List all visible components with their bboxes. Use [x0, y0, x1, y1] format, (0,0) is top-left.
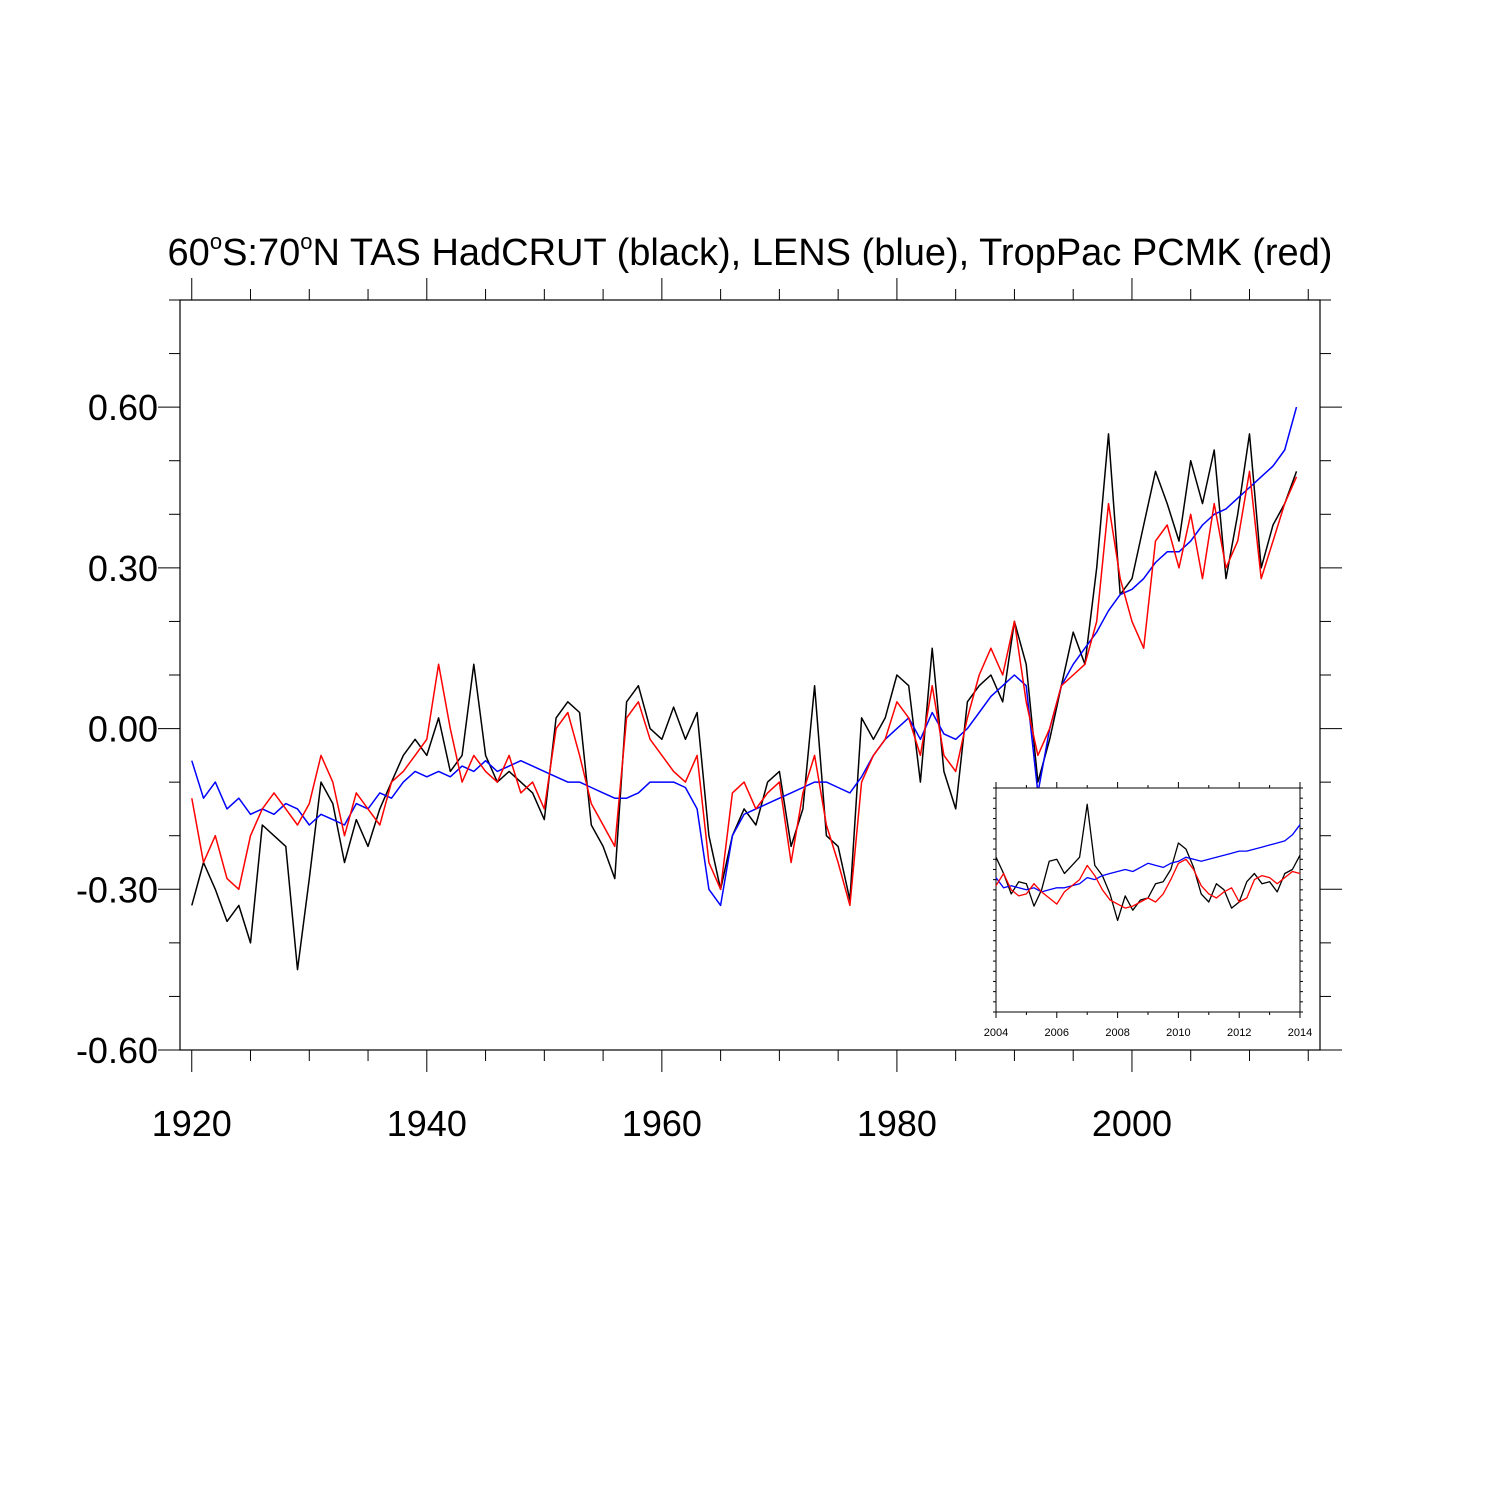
main-y-tick-label: 0.30 [88, 548, 158, 589]
inset-x-tick-label: 2012 [1227, 1027, 1251, 1039]
main-y-tick-label: -0.30 [76, 869, 158, 910]
main-x-tick-label: 1960 [622, 1103, 702, 1144]
title-sup1: o [210, 229, 222, 254]
main-y-tick-label: 0.60 [88, 387, 158, 428]
title-part3: N TAS HadCRUT (black), LENS (blue), Trop… [313, 232, 1333, 274]
inset-background [996, 788, 1300, 1012]
inset-plot: 2004 2006 2008 2010 2012 2014 [984, 782, 1312, 1039]
inset-x-tick-label: 2006 [1045, 1027, 1069, 1039]
chart-title: 60oS:70oN TAS HadCRUT (black), LENS (blu… [168, 229, 1333, 274]
title-sup2: o [300, 229, 312, 254]
inset-x-tick-label: 2010 [1166, 1027, 1190, 1039]
title-part2: S:70 [222, 232, 300, 274]
main-x-tick-label: 2000 [1092, 1103, 1172, 1144]
main-series-line-hadcrut [191, 433, 1298, 971]
main-y-tick-label: 0.00 [88, 709, 158, 750]
inset-x-tick-label: 2014 [1288, 1027, 1312, 1039]
main-y-tick-label: -0.60 [76, 1030, 158, 1071]
main-x-tick-label: 1940 [387, 1103, 467, 1144]
main-plot: 1920 1940 1960 1980 2000 0.60 0.30 0.00 -0.30 -0.… [76, 278, 1342, 1144]
main-x-tick-label: 1920 [152, 1103, 232, 1144]
title-part1: 60 [168, 232, 210, 274]
inset-series-line-troppac-pcmk [995, 858, 1301, 909]
inset-series-line-lens [995, 824, 1301, 893]
inset-x-tick-label: 2004 [984, 1027, 1008, 1039]
main-x-tick-label: 1980 [857, 1103, 937, 1144]
main-series-line-troppac-pcmk [191, 470, 1298, 907]
main-series-line-lens [191, 406, 1298, 907]
inset-x-tick-label: 2008 [1105, 1027, 1129, 1039]
